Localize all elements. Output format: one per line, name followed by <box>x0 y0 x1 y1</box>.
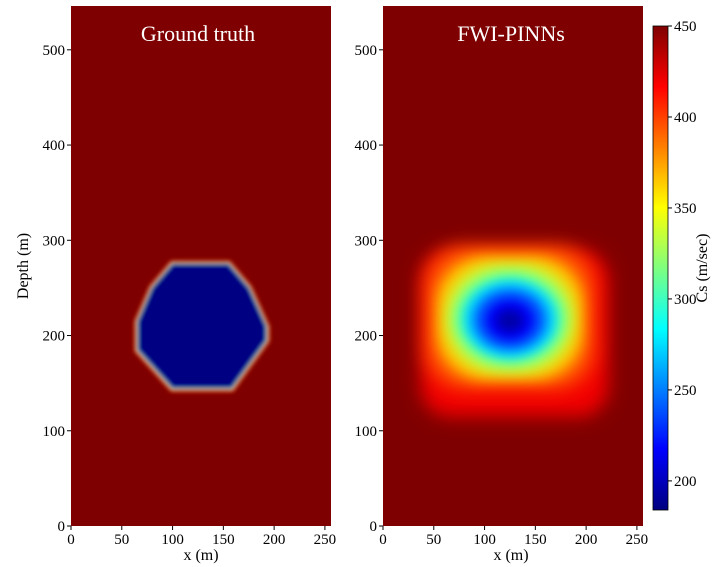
y-tick-label: 100 <box>43 424 66 440</box>
colorbar-tick-label: 400 <box>674 110 697 126</box>
x-tick-label: 50 <box>114 532 129 548</box>
x-tick-label: 250 <box>626 532 649 548</box>
panel-fwi-pinns: 0 50 100 150 200 250 0 100 200 300 400 500 FWI-PINN… <box>355 6 649 564</box>
y-tick-label: 300 <box>355 233 378 249</box>
colorbar-tick-label: 450 <box>674 19 697 35</box>
colorbar-ticks: 200 250 300 350 400 450 <box>668 19 697 490</box>
colorbar-tick-label: 300 <box>674 292 697 308</box>
panel-title: FWI-PINNs <box>457 21 565 46</box>
x-tick-label: 0 <box>67 532 75 548</box>
panel-title: Ground truth <box>141 21 255 46</box>
colorbar-tick-label: 350 <box>674 201 697 217</box>
colorbar: 200 250 300 350 400 450 Cs (m/sec) <box>652 19 711 511</box>
y-tick-label: 200 <box>43 329 66 345</box>
x-axis-label: x (m) <box>183 547 218 564</box>
colorbar-label: Cs (m/sec) <box>694 234 711 303</box>
fwi-pinns-axes: 0 50 100 150 200 250 0 100 200 300 400 500 <box>355 43 649 548</box>
ground-truth-axes: 0 50 100 150 200 250 0 100 200 300 400 500 <box>43 43 337 548</box>
y-tick-label: 0 <box>58 519 66 535</box>
x-tick-label: 100 <box>161 532 184 548</box>
colorbar-tick-label: 200 <box>674 474 697 490</box>
panel-ground-truth: 0 50 100 150 200 250 0 100 200 300 400 500 Ground t… <box>15 6 336 564</box>
x-axis-label: x (m) <box>493 547 528 564</box>
y-axis-label: Depth (m) <box>15 233 32 299</box>
x-tick-label: 0 <box>379 532 387 548</box>
x-tick-label: 150 <box>212 532 235 548</box>
anomaly-contour <box>496 309 524 332</box>
y-tick-label: 400 <box>355 138 378 154</box>
y-tick-label: 0 <box>370 519 378 535</box>
y-tick-label: 200 <box>355 329 378 345</box>
x-tick-label: 250 <box>314 532 337 548</box>
x-tick-label: 100 <box>473 532 496 548</box>
y-tick-label: 500 <box>355 43 378 59</box>
colorbar-tick-label: 250 <box>674 383 697 399</box>
x-tick-label: 150 <box>524 532 547 548</box>
y-tick-label: 500 <box>43 43 66 59</box>
x-tick-label: 200 <box>263 532 286 548</box>
colorbar-gradient <box>652 25 669 511</box>
y-tick-label: 400 <box>43 138 66 154</box>
y-tick-label: 300 <box>43 233 66 249</box>
y-tick-label: 100 <box>355 424 378 440</box>
anomaly-contour <box>138 264 266 388</box>
x-tick-label: 200 <box>575 532 598 548</box>
x-tick-label: 50 <box>426 532 441 548</box>
fwi-pinns-anomaly <box>420 246 609 417</box>
ground-truth-anomaly <box>134 260 270 392</box>
